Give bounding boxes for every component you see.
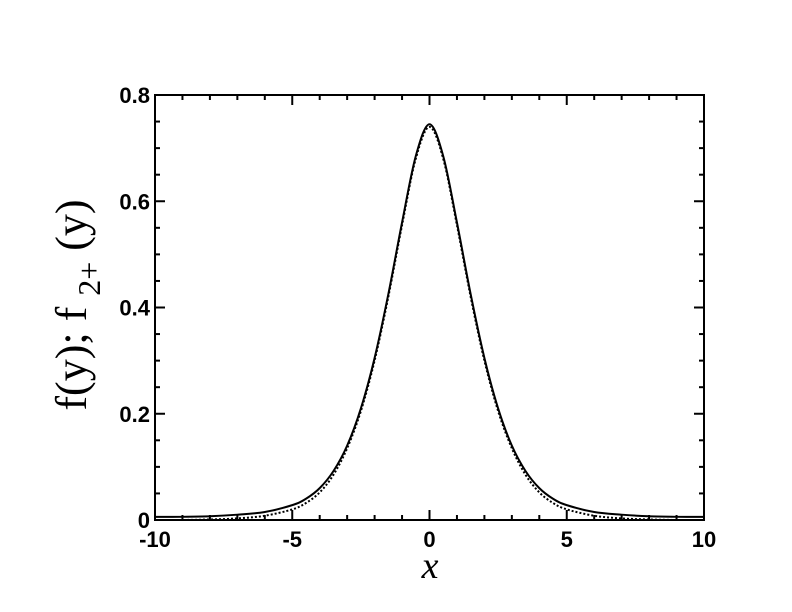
y-tick-labels: 0 0.2 0.4 0.6 0.8 bbox=[119, 83, 150, 533]
series-line-2 bbox=[154, 125, 705, 522]
series-group bbox=[154, 123, 705, 522]
x-tick-label: 5 bbox=[561, 527, 573, 552]
y-axis-title-tail: (y) bbox=[47, 199, 96, 250]
x-tick-label: -5 bbox=[282, 527, 302, 552]
y-tick-label: 0.8 bbox=[119, 83, 150, 108]
x-tick-label: 0 bbox=[423, 527, 435, 552]
plot-frame bbox=[154, 94, 705, 521]
x-tick-labels: -10 -5 0 5 10 bbox=[139, 527, 716, 552]
x-tick-label: -10 bbox=[139, 527, 171, 552]
y-tick-label: 0 bbox=[138, 508, 150, 533]
y-axis-title-subscript: 2+ bbox=[71, 262, 107, 296]
y-axis-title: f(y); f 2+ (y) bbox=[47, 199, 110, 410]
y-axis-title-main: f(y); f bbox=[47, 306, 96, 410]
y-tick-label: 0.2 bbox=[119, 402, 150, 427]
y-tick-label: 0.4 bbox=[119, 296, 150, 321]
series-line-1 bbox=[154, 123, 705, 518]
x-tick-label: 10 bbox=[692, 527, 716, 552]
y-tick-label: 0.6 bbox=[119, 189, 150, 214]
x-axis-title: x bbox=[421, 545, 439, 587]
